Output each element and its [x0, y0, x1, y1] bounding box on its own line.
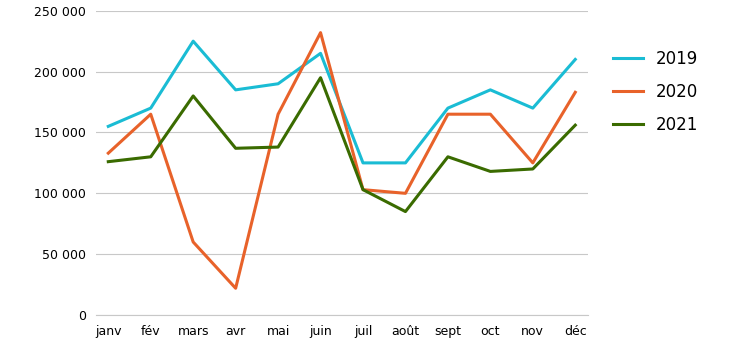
- 2020: [232, 286, 240, 290]
- 2021: [486, 169, 495, 174]
- 2020: [359, 188, 368, 192]
- Line: 2019: 2019: [108, 41, 576, 163]
- 2020: [401, 191, 410, 195]
- 2021: [401, 209, 410, 214]
- 2019: [273, 82, 282, 86]
- 2019: [359, 161, 368, 165]
- 2021: [189, 94, 198, 98]
- 2020: [189, 240, 198, 244]
- 2019: [486, 88, 495, 92]
- Line: 2021: 2021: [108, 78, 576, 212]
- 2021: [104, 160, 112, 164]
- 2020: [528, 161, 537, 165]
- 2020: [443, 112, 452, 116]
- 2020: [104, 151, 112, 155]
- 2021: [232, 146, 240, 150]
- 2021: [359, 188, 368, 192]
- 2021: [146, 155, 155, 159]
- 2019: [316, 51, 325, 55]
- Legend: 2019, 2020, 2021: 2019, 2020, 2021: [606, 43, 705, 141]
- 2021: [316, 76, 325, 80]
- 2019: [443, 106, 452, 110]
- 2019: [189, 39, 198, 43]
- 2019: [232, 88, 240, 92]
- 2021: [528, 167, 537, 171]
- 2019: [104, 124, 112, 129]
- 2021: [571, 123, 580, 127]
- 2021: [273, 145, 282, 149]
- 2019: [528, 106, 537, 110]
- 2020: [486, 112, 495, 116]
- Line: 2020: 2020: [108, 33, 576, 288]
- 2021: [443, 155, 452, 159]
- 2019: [571, 57, 580, 62]
- 2020: [316, 30, 325, 35]
- 2020: [273, 112, 282, 116]
- 2020: [146, 112, 155, 116]
- 2020: [571, 90, 580, 95]
- 2019: [146, 106, 155, 110]
- 2019: [401, 161, 410, 165]
